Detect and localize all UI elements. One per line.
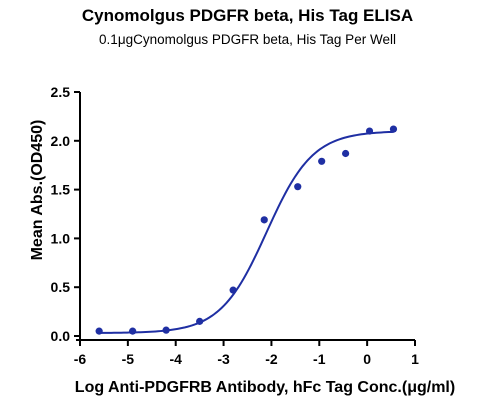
- y-tick-label: 1.5: [51, 182, 71, 198]
- y-axis-title: Mean Abs.(OD450): [29, 120, 46, 261]
- ticks: -6 -5 -4 -3 -2 -1 0 1 0.0 0.5 1.0 1.5 2.0 2.5: [51, 84, 420, 367]
- data-point: [129, 327, 137, 335]
- data-point: [196, 317, 204, 325]
- x-tick-label: -5: [122, 351, 135, 367]
- y-tick-label: 0.0: [51, 328, 71, 344]
- data-points: [95, 125, 398, 335]
- x-tick-label: -3: [217, 351, 230, 367]
- data-point: [294, 183, 302, 191]
- data-point: [162, 326, 170, 334]
- data-point: [318, 157, 326, 165]
- chart-subtitle: 0.1μgCynomolgus PDGFR beta, His Tag Per …: [99, 32, 396, 47]
- data-point: [95, 327, 103, 335]
- y-tick-label: 2.5: [51, 84, 71, 100]
- x-axis-title: Log Anti-PDGFRB Antibody, hFc Tag Conc.(…: [75, 379, 455, 396]
- y-tick-label: 1.0: [51, 230, 71, 246]
- x-tick-label: -2: [265, 351, 278, 367]
- data-point: [342, 149, 350, 158]
- data-point: [229, 286, 237, 294]
- chart-title: Cynomolgus PDGFR beta, His Tag ELISA: [81, 6, 414, 25]
- data-point: [389, 125, 398, 133]
- x-tick-label: 0: [363, 351, 371, 367]
- y-tick-label: 2.0: [51, 133, 71, 149]
- x-tick-label: -4: [169, 351, 182, 367]
- x-tick-label: -6: [74, 351, 87, 367]
- fit-curve-group: [99, 130, 394, 334]
- x-tick-label: 1: [411, 351, 419, 367]
- axes: [76, 92, 415, 341]
- y-tick-label: 0.5: [51, 279, 71, 295]
- data-point: [260, 216, 268, 224]
- x-tick-label: -1: [313, 351, 326, 367]
- data-point: [365, 127, 374, 135]
- fit-curve: [99, 130, 394, 334]
